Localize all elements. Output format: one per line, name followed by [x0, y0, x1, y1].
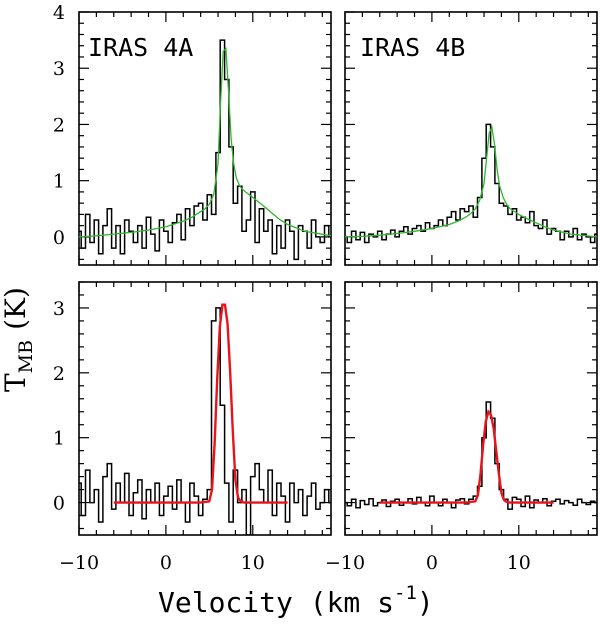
panel-iras-4a-bottom: 0 1 2 3 −10 0 10 [53, 281, 332, 574]
series-fit [345, 125, 597, 238]
y-axis-label-unit: (K) [0, 287, 32, 330]
panel-iras-4a-top: 0 1 2 3 4 [53, 2, 332, 266]
y-axis-label-subscript: MB [15, 340, 37, 373]
x-tick-label: 10 [241, 552, 265, 574]
y-tick-label: 3 [53, 58, 65, 80]
x-tick-label: 0 [160, 552, 172, 574]
panel-frame [78, 281, 332, 536]
panel-frame [344, 11, 598, 266]
y-tick-label: 3 [53, 298, 65, 320]
x-tick-label: 10 [507, 552, 531, 574]
x-tick-label: −10 [325, 552, 365, 574]
y-axis-label-symbol: T [0, 373, 32, 392]
x-axis-label-main: Velocity (km s [158, 586, 394, 619]
panel-frame [78, 11, 332, 266]
series-observed [79, 307, 331, 535]
y-tick-label: 1 [53, 171, 65, 193]
series-fit [379, 409, 554, 504]
x-axis-label: Velocity (km s-1) [158, 582, 434, 619]
x-axis-label-exponent: -1 [394, 582, 417, 604]
x-tick-label: −10 [59, 552, 99, 574]
y-tick-label: 0 [53, 493, 65, 515]
y-tick-label: 4 [53, 2, 65, 24]
panel-iras-4b-bottom: −10 0 10 [325, 281, 598, 574]
panel-iras-4b-top [344, 11, 598, 266]
panel-title-iras-4b: IRAS 4B [360, 33, 465, 62]
y-tick-label: 1 [53, 428, 65, 450]
x-axis-label-close: ) [417, 586, 434, 619]
x-tick-label: 0 [426, 552, 438, 574]
series-fit [113, 303, 288, 504]
panel-frame [344, 281, 598, 536]
panel-title-iras-4a: IRAS 4A [88, 33, 193, 62]
y-tick-label: 2 [53, 114, 65, 136]
series-observed [345, 123, 597, 244]
series-observed [345, 401, 597, 510]
series-observed [79, 39, 331, 261]
y-axis-label: TMB (K) [0, 287, 37, 392]
y-tick-label: 0 [53, 227, 65, 249]
y-tick-label: 2 [53, 363, 65, 385]
series-fit [79, 46, 331, 238]
